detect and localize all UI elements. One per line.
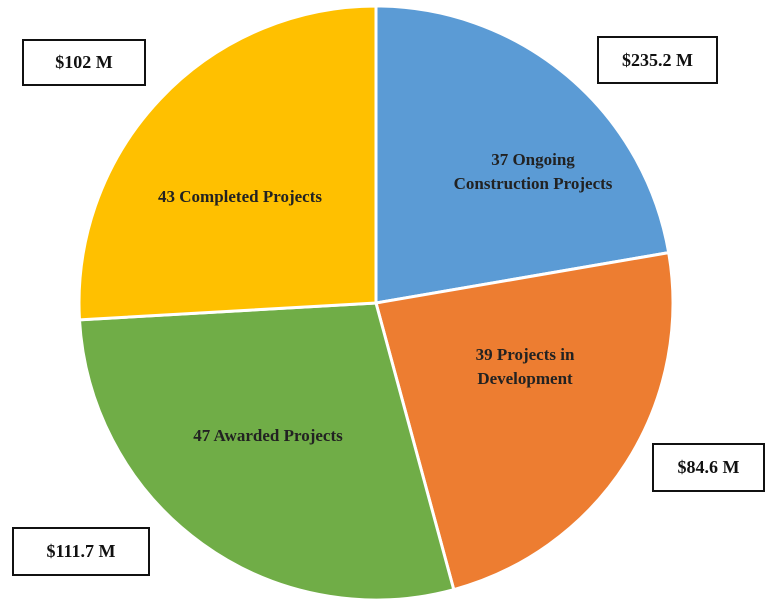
pie-slice — [77, 4, 378, 322]
pie-slice — [374, 250, 675, 592]
amount-label: $235.2 M — [597, 36, 718, 84]
amount-label: $84.6 M — [652, 443, 765, 492]
slice-label: 43 Completed Projects — [158, 187, 322, 206]
slice-label: 39 Projects in Development — [475, 345, 575, 388]
pie-slice — [374, 4, 671, 305]
slice-label: 47 Awarded Projects — [193, 426, 343, 445]
amount-label: $111.7 M — [12, 527, 150, 576]
amount-label: $102 M — [22, 39, 146, 86]
pie-slice — [77, 301, 456, 601]
slice-label: 37 Ongoing Construction Projects — [453, 150, 613, 193]
